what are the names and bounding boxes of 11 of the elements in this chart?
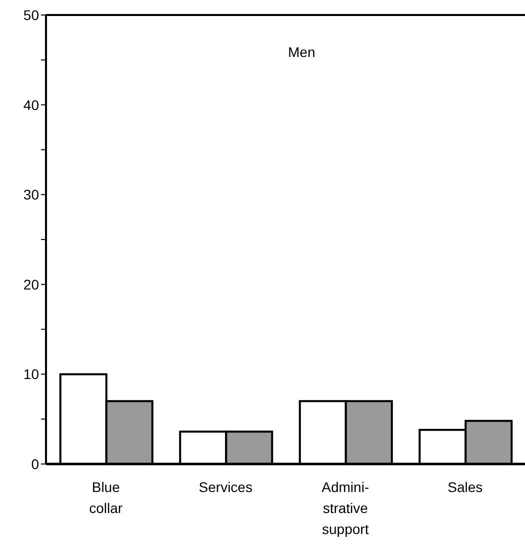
y-tick-label: 10 [23,366,40,382]
x-tick-label: Admini-strative support [322,479,370,537]
y-tick-label: 40 [23,96,40,113]
text: Men [288,44,316,60]
y-tick-label: 0 [31,456,40,472]
x-tick-label: Services [198,479,252,495]
y-tick-label: 50 [23,6,40,23]
y-tick-label: 20 [23,276,40,292]
y-tick-label: 30 [23,186,40,203]
x-tick-label: Sales [448,479,483,495]
x-tick-label: Blue collar [89,479,123,516]
